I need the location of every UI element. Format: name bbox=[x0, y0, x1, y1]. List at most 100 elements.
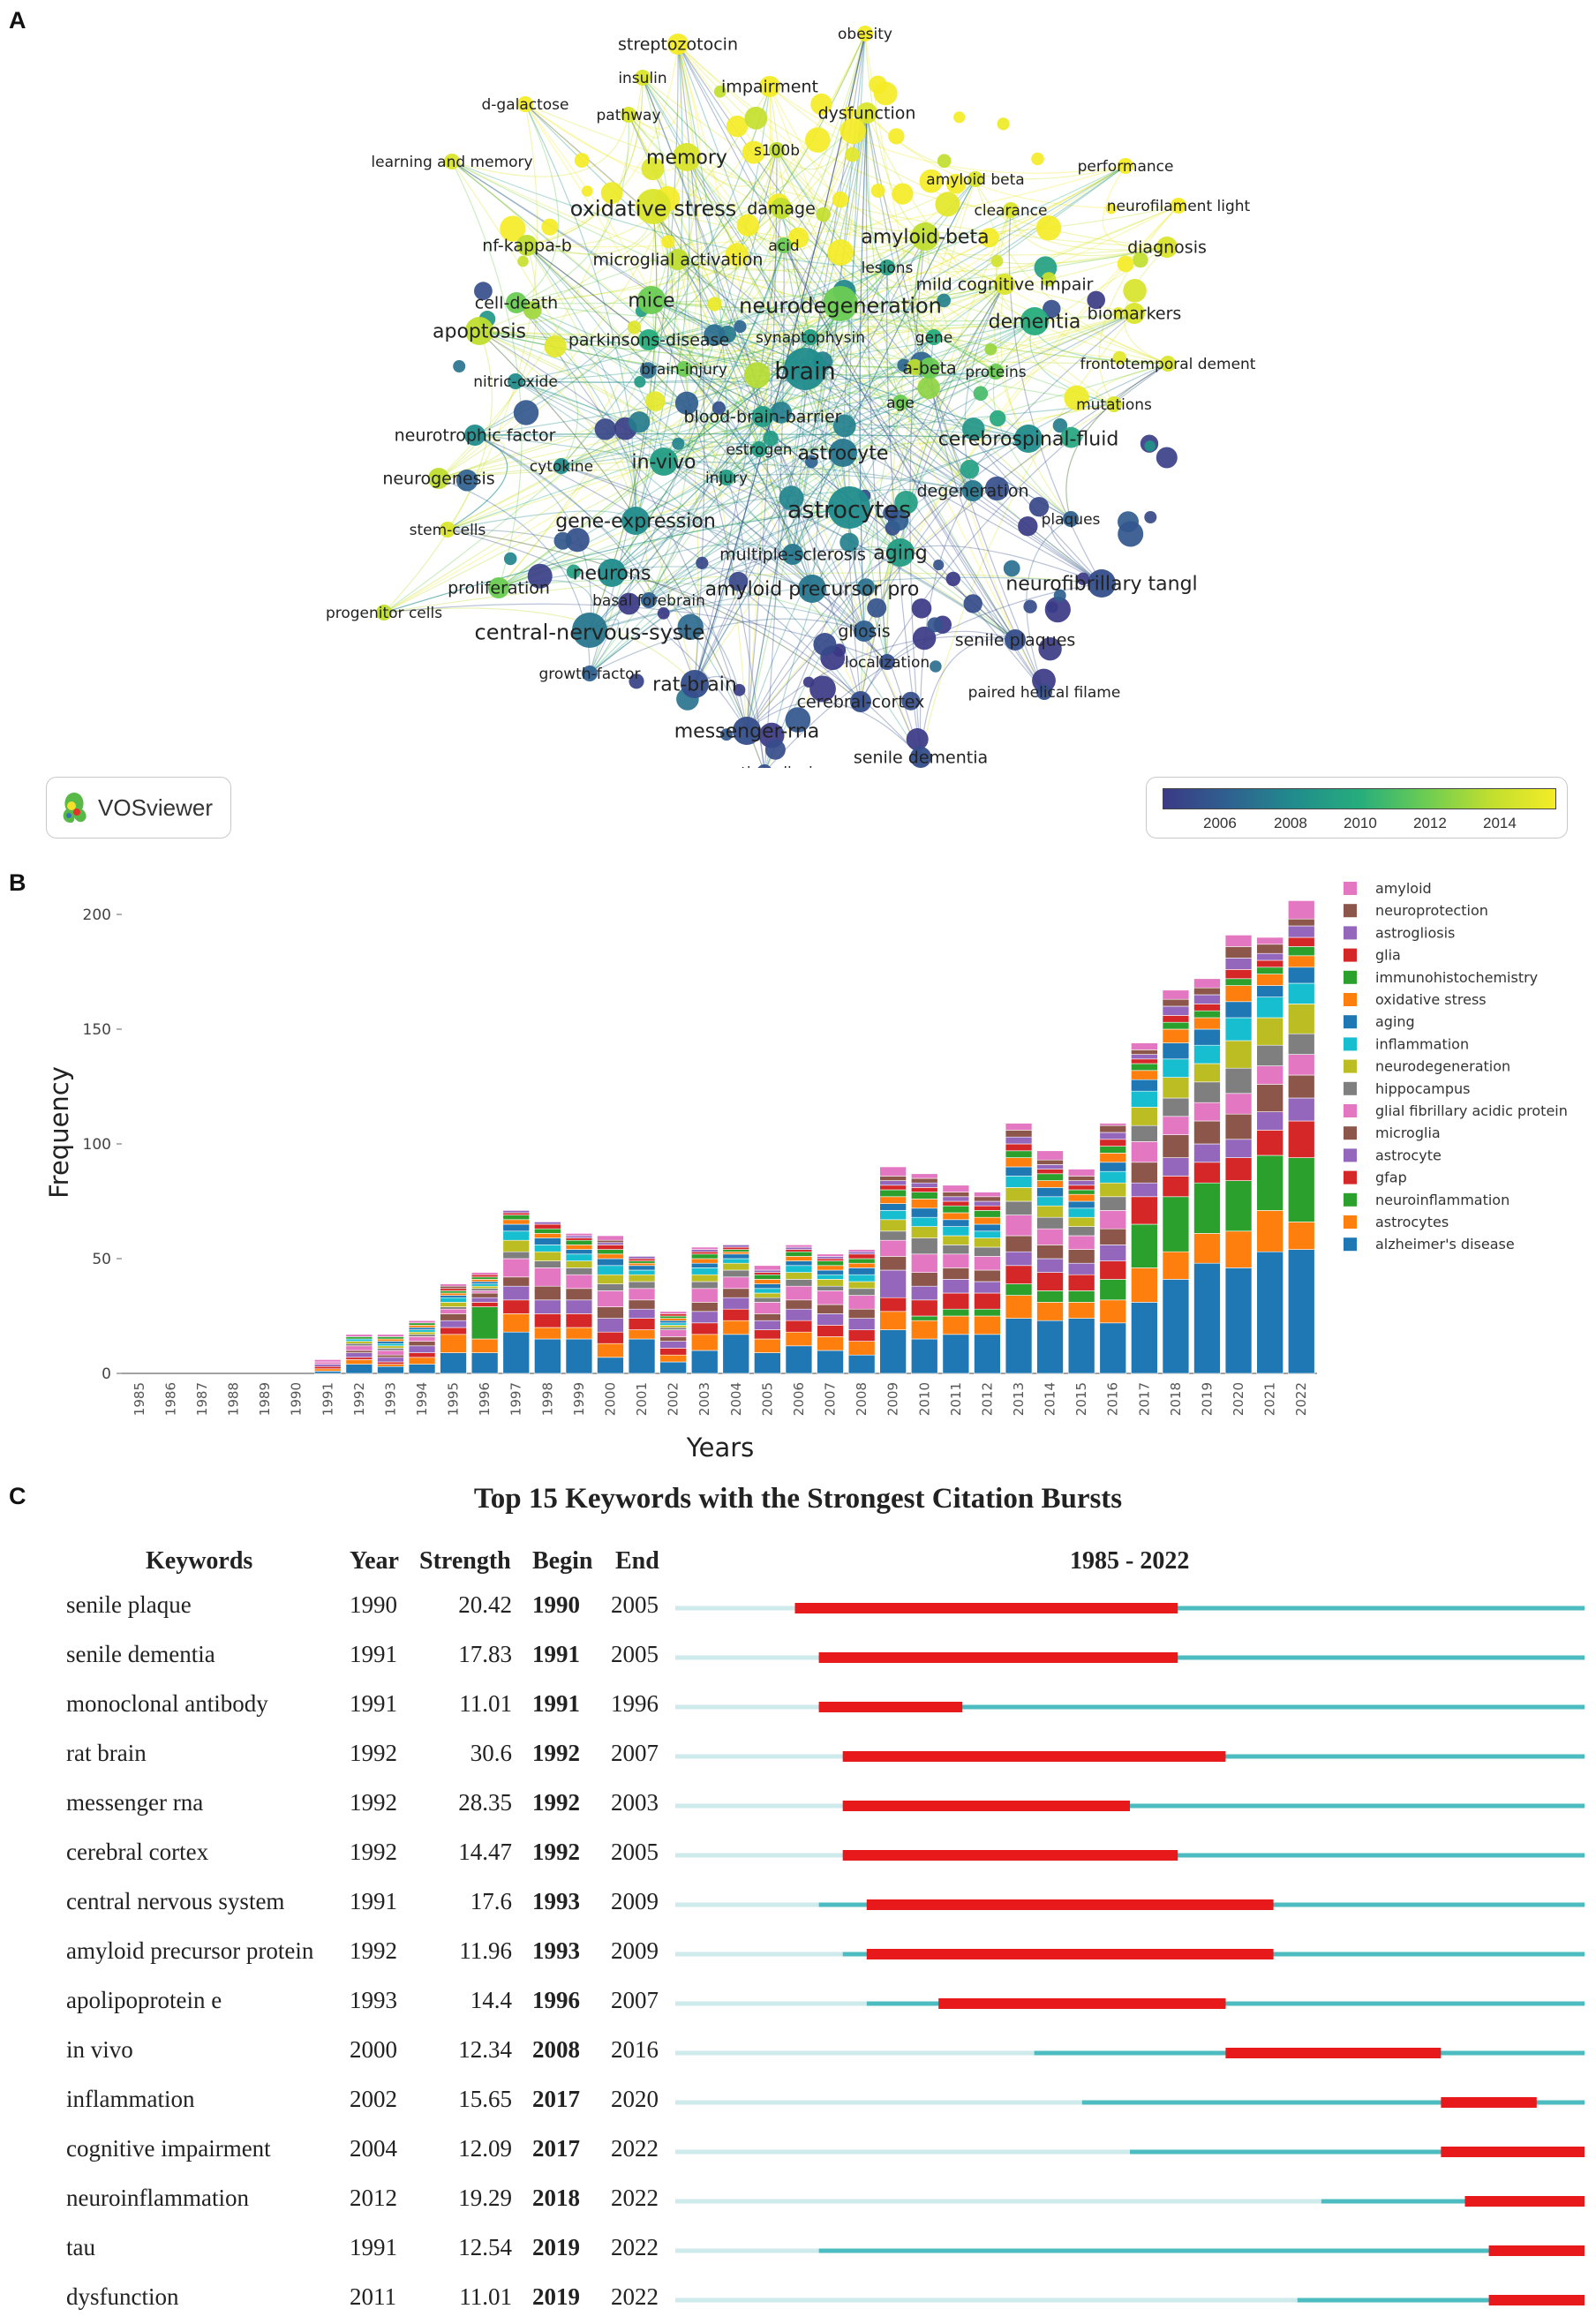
network-node[interactable] bbox=[667, 34, 689, 55]
network-node[interactable] bbox=[1144, 440, 1156, 452]
network-node[interactable] bbox=[927, 617, 943, 633]
network-map[interactable]: streptozotocin obesity insulin impairment d-… bbox=[0, 0, 1596, 768]
network-node[interactable] bbox=[988, 364, 1004, 380]
network-node[interactable] bbox=[488, 577, 509, 598]
network-node[interactable] bbox=[771, 198, 792, 219]
network-node[interactable] bbox=[854, 620, 875, 642]
network-node[interactable] bbox=[917, 376, 940, 400]
network-node[interactable] bbox=[1038, 637, 1062, 661]
network-node[interactable] bbox=[726, 115, 749, 138]
network-node[interactable] bbox=[810, 93, 832, 116]
network-node[interactable] bbox=[930, 660, 942, 673]
network-node[interactable] bbox=[997, 117, 1010, 131]
network-node[interactable] bbox=[618, 592, 640, 615]
network-node[interactable] bbox=[911, 222, 939, 251]
network-node[interactable] bbox=[713, 85, 726, 98]
network-node[interactable] bbox=[994, 274, 1015, 295]
network-node[interactable] bbox=[828, 486, 870, 529]
network-node[interactable] bbox=[464, 425, 486, 446]
network-node[interactable] bbox=[506, 292, 527, 313]
network-node[interactable] bbox=[711, 401, 726, 415]
network-node[interactable] bbox=[1088, 569, 1116, 598]
network-node[interactable] bbox=[759, 76, 780, 97]
network-node[interactable] bbox=[827, 239, 854, 266]
network-node[interactable] bbox=[967, 171, 983, 187]
network-node[interactable] bbox=[637, 286, 666, 314]
network-node[interactable] bbox=[919, 169, 944, 193]
network-node[interactable] bbox=[672, 437, 685, 450]
network-node[interactable] bbox=[779, 485, 804, 511]
network-node[interactable] bbox=[1020, 307, 1049, 335]
network-node[interactable] bbox=[829, 439, 857, 467]
network-node[interactable] bbox=[802, 329, 818, 345]
network-node[interactable] bbox=[926, 329, 942, 345]
network-node[interactable] bbox=[888, 128, 905, 145]
network-node[interactable] bbox=[911, 598, 932, 619]
network-node[interactable] bbox=[1118, 521, 1144, 547]
network-node[interactable] bbox=[733, 683, 746, 696]
network-node[interactable] bbox=[465, 317, 493, 345]
network-node[interactable] bbox=[933, 559, 945, 571]
network-node[interactable] bbox=[629, 673, 644, 689]
network-node[interactable] bbox=[813, 633, 837, 656]
network-node[interactable] bbox=[1171, 198, 1186, 214]
network-node[interactable] bbox=[574, 153, 590, 169]
network-node[interactable] bbox=[798, 575, 826, 603]
network-node[interactable] bbox=[696, 556, 709, 570]
network-node[interactable] bbox=[805, 455, 818, 469]
network-node[interactable] bbox=[787, 227, 809, 248]
network-node[interactable] bbox=[474, 282, 493, 301]
network-node[interactable] bbox=[681, 670, 709, 698]
network-node[interactable] bbox=[508, 373, 523, 389]
network-node[interactable] bbox=[1160, 356, 1176, 372]
network-node[interactable] bbox=[376, 605, 392, 620]
network-node[interactable] bbox=[809, 675, 836, 703]
network-node[interactable] bbox=[850, 691, 871, 712]
network-node[interactable] bbox=[553, 458, 569, 474]
network-node[interactable] bbox=[516, 235, 538, 256]
network-node[interactable] bbox=[856, 102, 877, 124]
network-node[interactable] bbox=[883, 505, 899, 521]
network-node[interactable] bbox=[963, 594, 982, 613]
network-node[interactable] bbox=[553, 531, 572, 550]
network-node[interactable] bbox=[725, 243, 749, 267]
network-node[interactable] bbox=[428, 468, 449, 489]
network-node[interactable] bbox=[517, 255, 529, 267]
network-node[interactable] bbox=[661, 235, 675, 249]
network-node[interactable] bbox=[565, 528, 590, 553]
network-node[interactable] bbox=[1105, 203, 1118, 214]
network-node[interactable] bbox=[1035, 215, 1062, 241]
network-node[interactable] bbox=[639, 362, 657, 379]
network-node[interactable] bbox=[1023, 599, 1037, 613]
network-node[interactable] bbox=[990, 255, 1004, 267]
network-node[interactable] bbox=[1014, 425, 1043, 453]
network-node[interactable] bbox=[674, 391, 699, 415]
network-node[interactable] bbox=[650, 448, 678, 476]
network-node[interactable] bbox=[629, 411, 651, 433]
network-node[interactable] bbox=[945, 571, 961, 587]
network-node[interactable] bbox=[523, 301, 542, 320]
network-node[interactable] bbox=[910, 747, 931, 768]
network-node[interactable] bbox=[901, 691, 921, 711]
network-node[interactable] bbox=[1087, 290, 1105, 310]
network-node[interactable] bbox=[1028, 497, 1050, 517]
network-node[interactable] bbox=[763, 430, 779, 447]
network-node[interactable] bbox=[1053, 589, 1066, 602]
network-node[interactable] bbox=[734, 320, 747, 334]
network-node[interactable] bbox=[444, 154, 460, 169]
network-node[interactable] bbox=[455, 469, 478, 492]
network-node[interactable] bbox=[1076, 572, 1090, 585]
network-node[interactable] bbox=[500, 215, 526, 242]
network-node[interactable] bbox=[937, 293, 951, 308]
network-node[interactable] bbox=[582, 666, 598, 681]
network-node[interactable] bbox=[572, 613, 607, 648]
network-node[interactable] bbox=[990, 410, 1006, 427]
network-node[interactable] bbox=[598, 559, 626, 587]
network-node[interactable] bbox=[973, 386, 989, 402]
network-node[interactable] bbox=[1060, 426, 1082, 448]
network-node[interactable] bbox=[638, 329, 659, 350]
network-node[interactable] bbox=[707, 297, 722, 312]
network-node[interactable] bbox=[785, 707, 811, 733]
network-node[interactable] bbox=[742, 140, 765, 164]
network-node[interactable] bbox=[720, 728, 733, 741]
